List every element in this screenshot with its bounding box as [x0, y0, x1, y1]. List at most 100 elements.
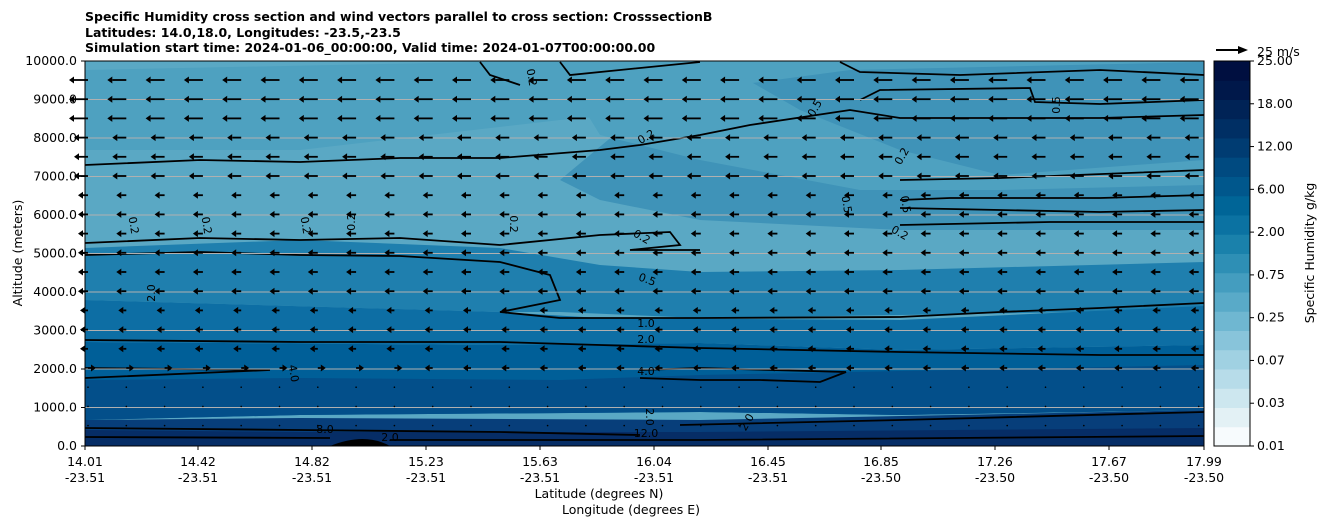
wind-vector-head [844, 191, 849, 199]
wind-vector-head [954, 172, 960, 180]
wind-vector-head [690, 268, 696, 276]
wind-vector-head [1146, 172, 1152, 180]
wind-vector-head [112, 153, 118, 161]
wind-vector-head [575, 249, 581, 257]
wind-vector-head [80, 345, 85, 353]
wind-vector-head [337, 76, 343, 84]
wind-vector-head [307, 249, 313, 257]
wind-vector-head [78, 210, 83, 218]
colorbar-band [1214, 253, 1250, 274]
wind-vector-head [342, 134, 348, 142]
wind-vector-head [380, 134, 386, 142]
humidity-band-5 [85, 365, 1204, 420]
wind-vector-head [380, 172, 386, 180]
wind-vector-head [145, 114, 151, 122]
wind-vector-head [188, 134, 194, 142]
wind-vector-head [731, 345, 737, 353]
wind-vector-head [1112, 268, 1118, 276]
wind-vector-head [801, 172, 807, 180]
wind-vector-head [375, 114, 381, 122]
wind-vector-head [954, 153, 960, 161]
wind-vector-head [605, 95, 611, 103]
x-tick-label-lon: -23.51 [65, 470, 105, 485]
wind-vector-head [988, 114, 994, 122]
wind-vector [546, 405, 549, 408]
wind-vector-head [222, 76, 228, 84]
wind-vector-head [461, 230, 466, 238]
wind-vector-head [652, 191, 658, 199]
wind-vector-head [192, 230, 198, 238]
wind-vector-head [1188, 249, 1194, 257]
wind-vector-head [846, 364, 851, 372]
wind-vector-head [999, 326, 1005, 334]
wind-vector-head [1150, 191, 1156, 199]
wind-vector [968, 424, 970, 427]
wind-vector [125, 386, 128, 389]
wind-vector-head [911, 95, 917, 103]
wind-vector [240, 386, 242, 389]
contour-label: 0.5 [1050, 96, 1063, 114]
wind-vector-head [1150, 287, 1156, 295]
colorbar-band [1214, 426, 1250, 447]
wind-vector [202, 386, 204, 389]
wind-vector-head [729, 249, 735, 257]
wind-vector-head [958, 287, 964, 295]
wind-vector-head [767, 268, 773, 276]
wind-vector [891, 405, 894, 408]
wind-vector-head [1150, 268, 1156, 276]
wind-vector-head [69, 76, 74, 84]
wind-vector-head [320, 364, 326, 372]
wind-vector-head [807, 306, 813, 314]
colorbar-band [1214, 61, 1250, 81]
wind-vector-head [958, 230, 964, 238]
wind-vector-head [167, 364, 173, 372]
humidity-band-2 [85, 240, 1204, 318]
wind-vector-head [269, 249, 275, 257]
wind-vector [738, 386, 740, 389]
wind-vector-head [537, 191, 543, 199]
wind-vector-head [1026, 114, 1032, 122]
wind-vector-head [882, 210, 888, 218]
colorbar-band [1214, 407, 1250, 428]
wind-vector-head [495, 153, 501, 161]
x-tick-label-lon: -23.51 [634, 470, 674, 485]
wind-vector-head [309, 345, 315, 353]
wind-vector-head [731, 306, 737, 314]
wind-vector-head [337, 114, 343, 122]
wind-vector-head [156, 326, 162, 334]
wind-vector [87, 405, 89, 408]
wind-vector-head [346, 230, 352, 238]
wind-vector-head [307, 230, 313, 238]
wind-vector-head [112, 172, 118, 180]
wind-vector-head [307, 287, 313, 295]
wind-vector [1006, 424, 1008, 427]
wind-vector-head [882, 287, 888, 295]
wind-vector-head [154, 287, 160, 295]
wind-vector-head [78, 287, 83, 295]
wind-vector-head [183, 114, 189, 122]
wind-vector [776, 424, 779, 427]
wind-vector-head [222, 114, 228, 122]
wind-vector-head [882, 230, 888, 238]
wind-vector-head [1073, 191, 1079, 199]
wind-vector [623, 386, 625, 389]
wind-vector-head [652, 230, 658, 238]
wind-vector-head [260, 114, 266, 122]
wind-vector-head [227, 172, 233, 180]
wind-vector-head [74, 172, 79, 180]
wind-vector-head [269, 191, 275, 199]
x-tick-label-lat: 14.42 [180, 454, 216, 469]
wind-vector-head [422, 191, 428, 199]
wind-vector-head [537, 230, 543, 238]
wind-vector-head [1141, 114, 1147, 122]
wind-vector-head [269, 210, 275, 218]
wind-vector-head [577, 326, 583, 334]
wind-vector-head [452, 76, 457, 84]
wind-vector [1044, 405, 1047, 408]
wind-vector-head [80, 306, 85, 314]
wind-vector-head [231, 287, 237, 295]
wind-vector-head [309, 326, 315, 334]
wind-vector-head [231, 230, 237, 238]
wind-vector-head [116, 191, 122, 199]
